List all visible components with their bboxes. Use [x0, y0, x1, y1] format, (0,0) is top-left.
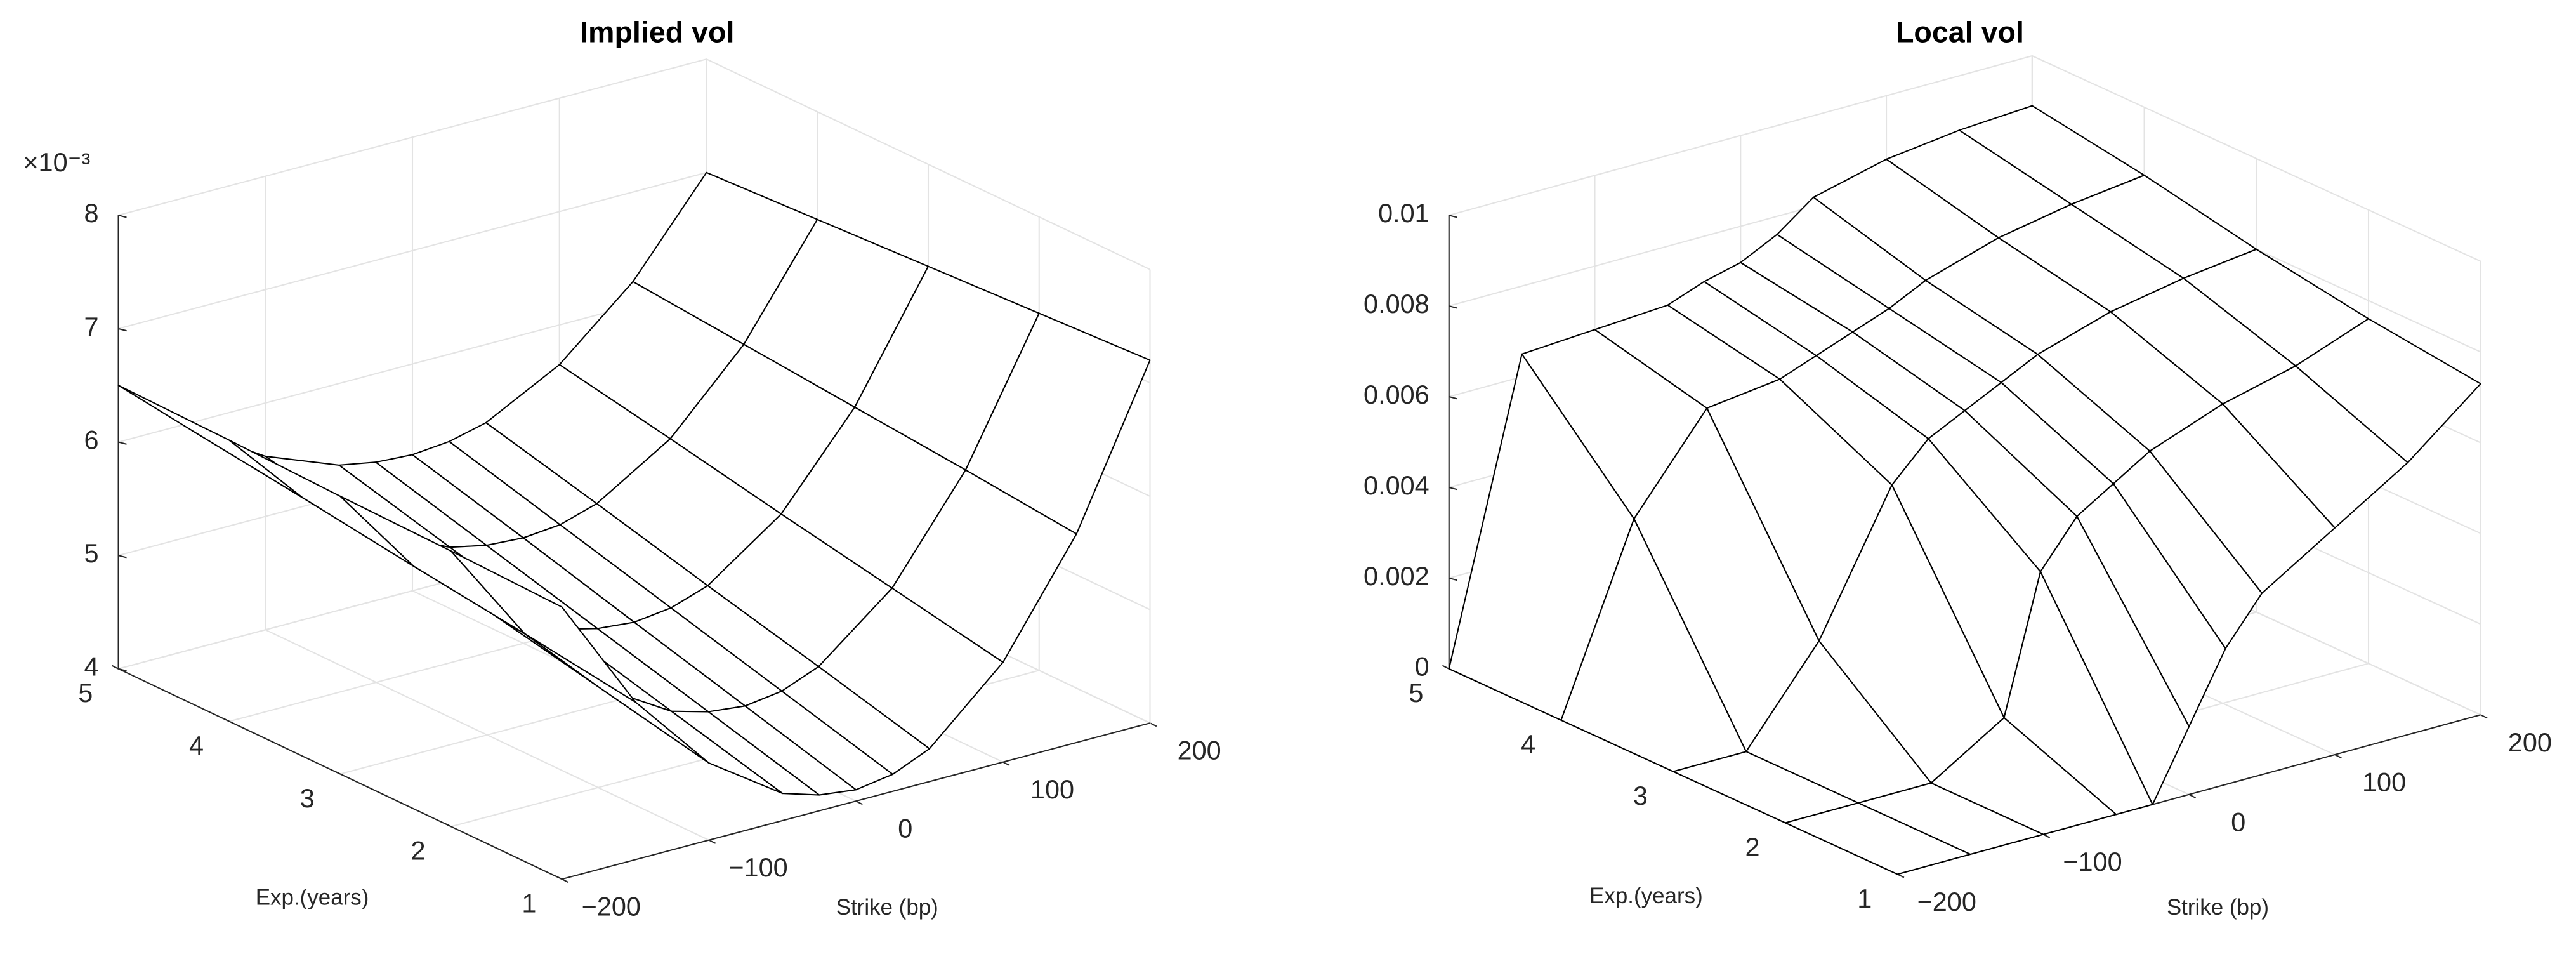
z-tick — [118, 555, 127, 559]
z-tick-label: 4 — [84, 652, 98, 682]
surface-patch — [450, 550, 636, 703]
y-tick-label: 3 — [300, 784, 315, 813]
x-tick-label: 200 — [1178, 736, 1221, 765]
chart-title: Implied vol — [580, 16, 734, 49]
x-tick-label: −100 — [728, 853, 787, 882]
y-tick-label: 5 — [78, 678, 93, 708]
x-tick-label: 200 — [2508, 728, 2552, 757]
x-tick — [562, 878, 569, 883]
z-tick-label: 0.008 — [1364, 289, 1429, 319]
x-tick — [2042, 833, 2051, 838]
x-axis-label: Strike (bp) — [836, 895, 938, 920]
y-tick-label: 1 — [522, 889, 536, 918]
x-tick-label: −200 — [582, 892, 641, 922]
z-tick — [1449, 305, 1457, 309]
x-tick — [1897, 873, 1905, 878]
y-tick — [1442, 665, 1450, 670]
z-tick-label: 6 — [84, 425, 98, 454]
y-tick-label: 2 — [1745, 833, 1760, 862]
grid-line — [118, 58, 1150, 270]
x-tick — [1002, 761, 1010, 766]
z-tick — [118, 441, 127, 445]
x-tick-label: 0 — [2231, 807, 2245, 837]
surface-patch — [117, 385, 304, 499]
y-axis-label: Exp.(years) — [256, 885, 369, 909]
x-tick-label: 0 — [898, 814, 912, 843]
y-tick-label: 4 — [1521, 730, 1535, 759]
z-tick-label: 0 — [1415, 652, 1429, 682]
x-tick — [2334, 754, 2342, 759]
y-tick-label: 3 — [1633, 781, 1648, 810]
z-tick-label: 0.006 — [1364, 380, 1429, 409]
y-tick-label: 4 — [189, 731, 204, 760]
x-tick-label: −100 — [2063, 847, 2122, 876]
x-tick — [1150, 722, 1157, 727]
chart-title: Local vol — [1896, 16, 2024, 49]
x-tick — [855, 800, 863, 805]
y-tick-label: 2 — [411, 837, 426, 866]
x-tick — [708, 839, 716, 844]
x-tick-label: 100 — [2362, 768, 2406, 797]
z-tick-label: 7 — [84, 312, 98, 341]
y-axis-label: Exp.(years) — [1589, 883, 1703, 908]
y-tick-label: 1 — [1857, 884, 1872, 913]
z-tick-label: 0.004 — [1364, 471, 1429, 500]
z-tick-label: 0.01 — [1378, 199, 1429, 228]
z-tick — [118, 327, 127, 332]
y-tick — [111, 665, 119, 670]
surface-patch — [1784, 802, 1971, 875]
z-tick — [1449, 215, 1457, 218]
z-tick — [1449, 396, 1457, 400]
y-tick-label: 5 — [1409, 678, 1423, 708]
x-tick-label: 100 — [1030, 775, 1074, 804]
z-multiplier: ×10⁻³ — [23, 148, 90, 177]
grid-line — [1449, 55, 2481, 262]
x-tick — [2480, 714, 2488, 719]
x-tick — [2188, 793, 2196, 798]
z-tick — [118, 215, 127, 218]
x-tick-label: −200 — [1917, 887, 1976, 916]
z-tick — [1449, 577, 1457, 581]
z-tick — [1449, 486, 1457, 491]
x-axis-label: Strike (bp) — [2167, 895, 2269, 920]
z-tick-label: 8 — [84, 199, 98, 228]
z-tick-label: 5 — [84, 539, 98, 568]
axis-line — [117, 215, 1150, 880]
z-tick-label: 0.002 — [1364, 562, 1429, 591]
